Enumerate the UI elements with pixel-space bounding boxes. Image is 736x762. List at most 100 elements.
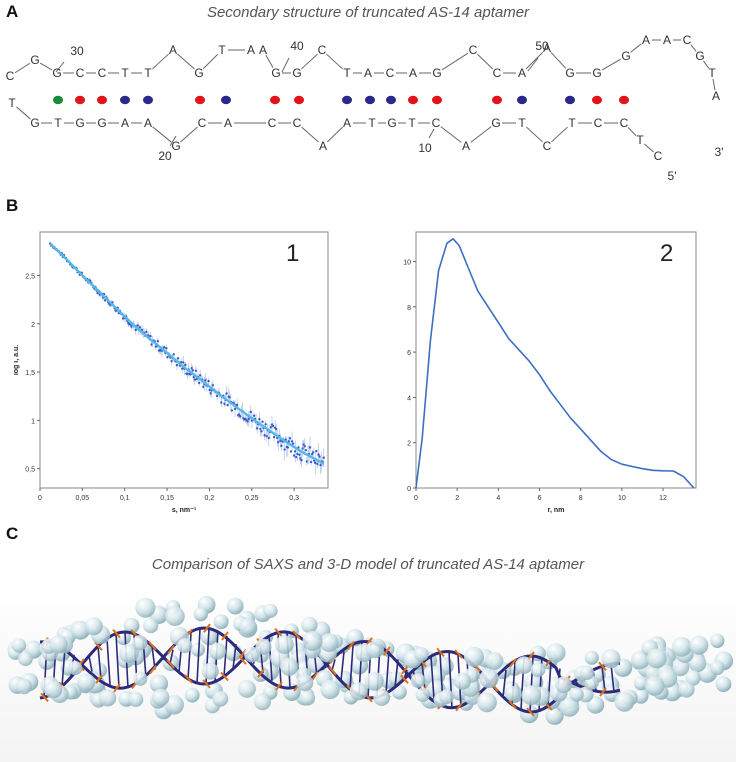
base-pair-rung bbox=[97, 646, 102, 680]
saxs-bead bbox=[710, 633, 725, 648]
plot-frame bbox=[415, 231, 697, 489]
saxs-bead bbox=[373, 689, 391, 706]
data-point bbox=[259, 427, 262, 431]
data-point bbox=[220, 401, 223, 404]
phosphate bbox=[383, 646, 391, 656]
data-point bbox=[305, 460, 309, 463]
phosphate bbox=[203, 623, 211, 633]
saxs-bead bbox=[546, 643, 566, 663]
data-point bbox=[258, 418, 261, 421]
backbone-segment bbox=[301, 126, 319, 143]
phosphate bbox=[148, 641, 157, 651]
plot-2-number: 2 bbox=[660, 240, 674, 267]
saxs-bead bbox=[119, 643, 139, 664]
data-point bbox=[176, 357, 180, 360]
top-strand-nucleotide: A bbox=[247, 43, 255, 57]
saxs-bead bbox=[213, 614, 229, 630]
backbone-segment bbox=[476, 53, 494, 70]
data-point bbox=[292, 454, 296, 457]
base-pair-dot bbox=[619, 95, 629, 105]
top-strand-nucleotide: C bbox=[6, 69, 15, 83]
data-point bbox=[192, 375, 196, 379]
phosphate bbox=[166, 659, 175, 669]
data-point bbox=[238, 413, 241, 416]
saxs-bead bbox=[302, 631, 323, 651]
saxs-bead bbox=[132, 635, 148, 651]
base-pair-rung bbox=[160, 654, 165, 661]
data-point bbox=[310, 452, 314, 456]
data-point bbox=[298, 453, 301, 456]
saxs-bead bbox=[569, 687, 584, 702]
y-tick-label: 4 bbox=[407, 395, 411, 402]
saxs-bead bbox=[191, 642, 205, 657]
saxs-bead bbox=[280, 657, 299, 676]
x-tick-label: 4 bbox=[496, 495, 500, 502]
saxs-bead bbox=[504, 686, 521, 702]
data-point bbox=[264, 423, 267, 426]
saxs-bead bbox=[226, 597, 244, 615]
saxs-bead bbox=[414, 647, 429, 662]
base-pair-rung bbox=[88, 655, 93, 672]
x-tick-label: 0,15 bbox=[160, 495, 174, 502]
panel-c-title: Comparison of SAXS and 3-D model of trun… bbox=[151, 556, 585, 573]
x-tick-label: 0,05 bbox=[76, 495, 90, 502]
base-pair-rung bbox=[340, 651, 345, 681]
top-strand-nucleotide: G bbox=[565, 66, 574, 80]
top-strand-nucleotide: G bbox=[292, 66, 301, 80]
x-tick-label: 0,1 bbox=[120, 495, 130, 502]
saxs-bead bbox=[165, 606, 185, 626]
data-point bbox=[294, 450, 297, 453]
saxs-bead bbox=[485, 652, 504, 670]
saxs-bead bbox=[520, 705, 539, 724]
data-point bbox=[193, 378, 197, 381]
bottom-strand-nucleotide: T bbox=[568, 116, 576, 130]
data-point bbox=[314, 461, 317, 465]
phosphate bbox=[599, 687, 607, 697]
base-pair-dot bbox=[365, 95, 375, 105]
x-axis-label: r, nm bbox=[548, 507, 565, 514]
backbone-segment bbox=[152, 53, 169, 70]
y-tick-label: 0 bbox=[407, 486, 411, 493]
data-point bbox=[103, 299, 107, 302]
data-point bbox=[277, 441, 280, 444]
bottom-strand-nucleotide: G bbox=[75, 116, 84, 130]
saxs-bead bbox=[349, 682, 368, 701]
data-point bbox=[138, 326, 142, 329]
backbone-segment bbox=[526, 126, 543, 143]
y-axis-label: log I, a.u. bbox=[14, 345, 20, 375]
y-tick-label: 1,5 bbox=[25, 370, 35, 377]
saxs-3d-model-overlay bbox=[0, 578, 736, 762]
bottom-strand-nucleotide: G bbox=[491, 116, 500, 130]
data-point bbox=[322, 456, 325, 459]
data-point bbox=[202, 385, 205, 388]
base-pair-dots bbox=[53, 95, 629, 105]
phosphate bbox=[95, 674, 103, 684]
x-tick-label: 0,3 bbox=[289, 495, 299, 502]
bottom-strand-nucleotide: C bbox=[268, 116, 277, 130]
base-pair-rung bbox=[115, 633, 120, 688]
top-strand-nucleotide: T bbox=[218, 43, 226, 57]
data-point bbox=[165, 347, 168, 350]
data-point bbox=[246, 420, 249, 423]
saxs-bead bbox=[296, 674, 314, 692]
bottom-strand-nucleotide: C bbox=[654, 149, 663, 163]
phosphate bbox=[202, 679, 211, 689]
backbone-segment bbox=[627, 127, 637, 136]
data-point bbox=[182, 361, 185, 364]
base-pair-dot bbox=[432, 95, 442, 105]
base-pair-rung bbox=[151, 645, 156, 670]
backbone-segment bbox=[551, 126, 568, 143]
data-point bbox=[239, 415, 242, 418]
phosphate bbox=[113, 683, 121, 693]
phosphate bbox=[454, 649, 463, 659]
saxs-bead bbox=[300, 690, 316, 706]
phosphate bbox=[221, 631, 229, 641]
x-tick-label: 10 bbox=[618, 495, 626, 502]
base-pair-rung bbox=[331, 659, 336, 671]
top-strand-nucleotide: C bbox=[386, 66, 395, 80]
data-point bbox=[230, 409, 234, 412]
saxs-bead bbox=[579, 665, 595, 680]
data-point bbox=[149, 334, 152, 338]
